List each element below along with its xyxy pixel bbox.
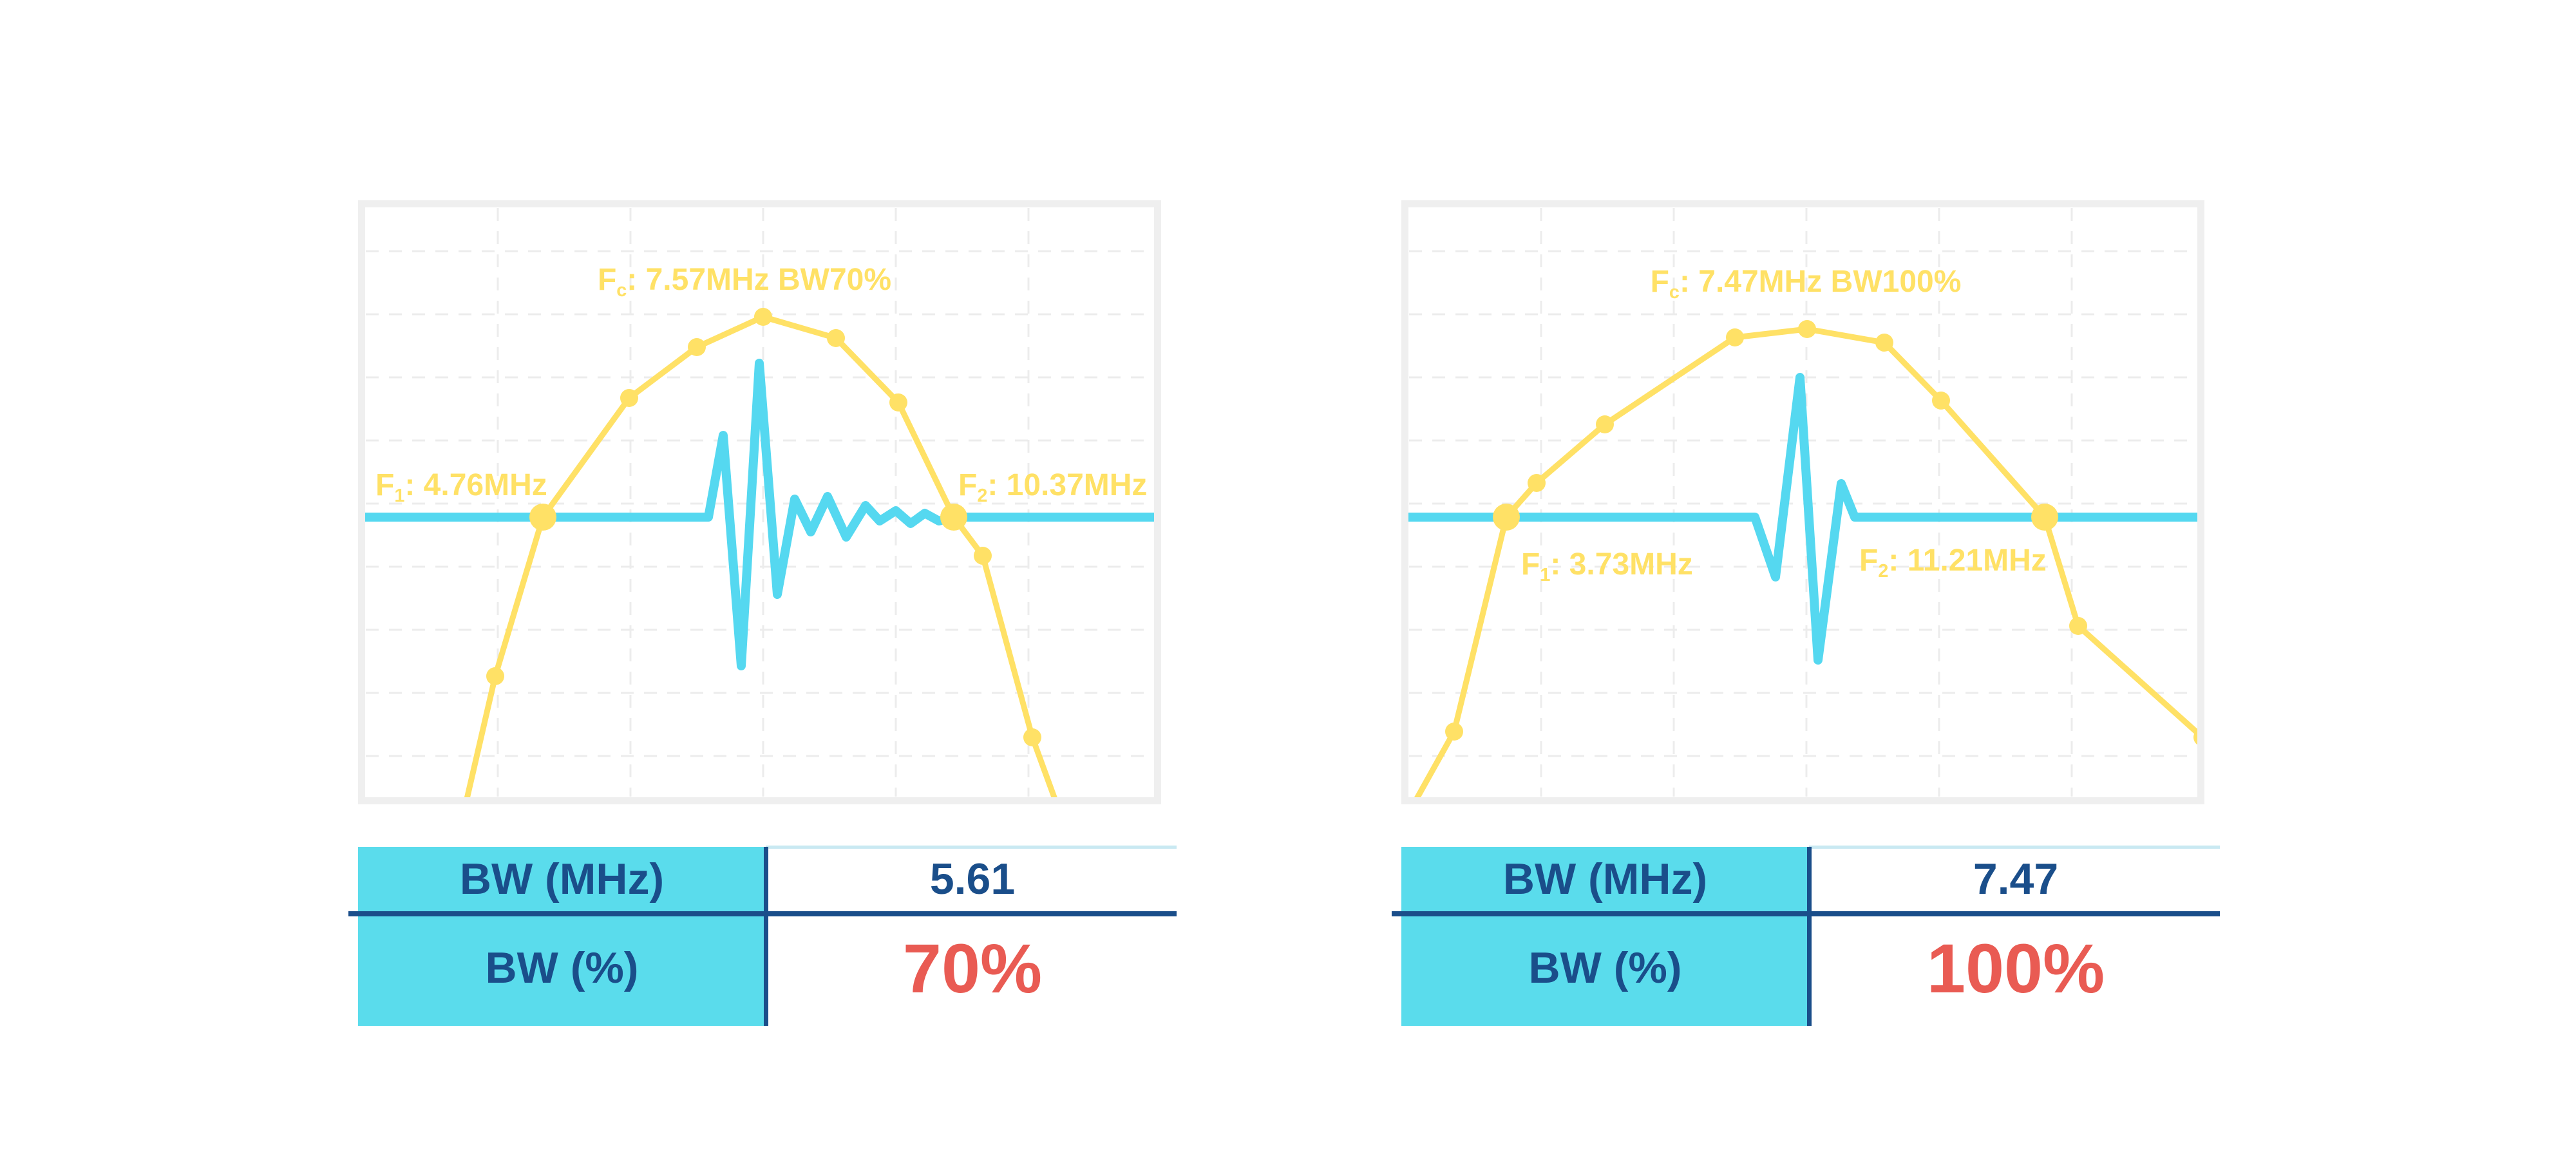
f2-annotation: F2: 10.37MHz xyxy=(958,468,1147,507)
row-label-bw-mhz: BW (MHz) xyxy=(459,855,665,903)
value-bw-mhz: 5.61 xyxy=(929,855,1016,903)
fc-prefix: F xyxy=(597,263,617,297)
f1-value: : 4.76MHz xyxy=(404,468,547,502)
table-row-divider xyxy=(348,911,1177,916)
spectrum-chart-bw70 xyxy=(358,200,1161,804)
f2-subscript: 2 xyxy=(1878,561,1889,582)
f2-annotation: F2: 11.21MHz xyxy=(1859,543,2047,582)
f2-value: : 10.37MHz xyxy=(987,468,1148,502)
f1-prefix: F xyxy=(1521,547,1540,582)
f1-annotation: F1: 3.73MHz xyxy=(1521,547,1693,586)
value-bw-mhz: 7.47 xyxy=(1973,855,2059,903)
table-top-border xyxy=(766,846,1177,849)
table-header-background xyxy=(358,847,766,1026)
row-label-bw-mhz: BW (MHz) xyxy=(1502,855,1708,903)
f2-value: : 11.21MHz xyxy=(1888,544,2047,578)
table-column-divider xyxy=(764,847,768,1026)
f1-annotation: F1: 4.76MHz xyxy=(375,468,547,507)
table-row-divider xyxy=(1392,911,2220,916)
table-header-background xyxy=(1401,847,1809,1026)
f1-subscript: 1 xyxy=(394,486,405,507)
chart-panel-bw70: Fc: 7.57MHz BW70% F1: 4.76MHz F2: 10.37M… xyxy=(358,200,1161,804)
f2-prefix: F xyxy=(958,468,978,502)
f2-subscript: 2 xyxy=(977,486,988,507)
row-label-bw-percent: BW (%) xyxy=(1528,943,1682,992)
table-column-divider xyxy=(1807,847,1812,1026)
bw-summary-table: BW (MHz) 7.47 BW (%) 100% xyxy=(1392,846,2220,1026)
fc-prefix: F xyxy=(1650,265,1669,299)
fc-subscript: c xyxy=(1669,282,1680,303)
row-label-bw-percent: BW (%) xyxy=(485,943,639,992)
value-bw-percent: 100% xyxy=(1926,929,2105,1007)
f1-subscript: 1 xyxy=(1540,565,1551,586)
value-bw-percent: 70% xyxy=(902,929,1043,1007)
fc-value: : 7.57MHz BW70% xyxy=(627,263,892,297)
f2-prefix: F xyxy=(1859,544,1879,578)
center-frequency-annotation: Fc: 7.47MHz BW100% xyxy=(1651,264,1962,303)
f1-value: : 3.73MHz xyxy=(1550,547,1693,582)
table-top-border xyxy=(1809,846,2220,849)
fc-value: : 7.47MHz BW100% xyxy=(1679,265,1962,299)
f1-prefix: F xyxy=(375,468,395,502)
chart-panel-bw100: Fc: 7.47MHz BW100% F1: 3.73MHz F2: 11.21… xyxy=(1401,200,2204,804)
spectrum-chart-bw100 xyxy=(1401,200,2204,804)
center-frequency-annotation: Fc: 7.57MHz BW70% xyxy=(598,262,891,301)
fc-subscript: c xyxy=(616,280,627,301)
bw-summary-table: BW (MHz) 5.61 BW (%) 70% xyxy=(348,846,1177,1026)
